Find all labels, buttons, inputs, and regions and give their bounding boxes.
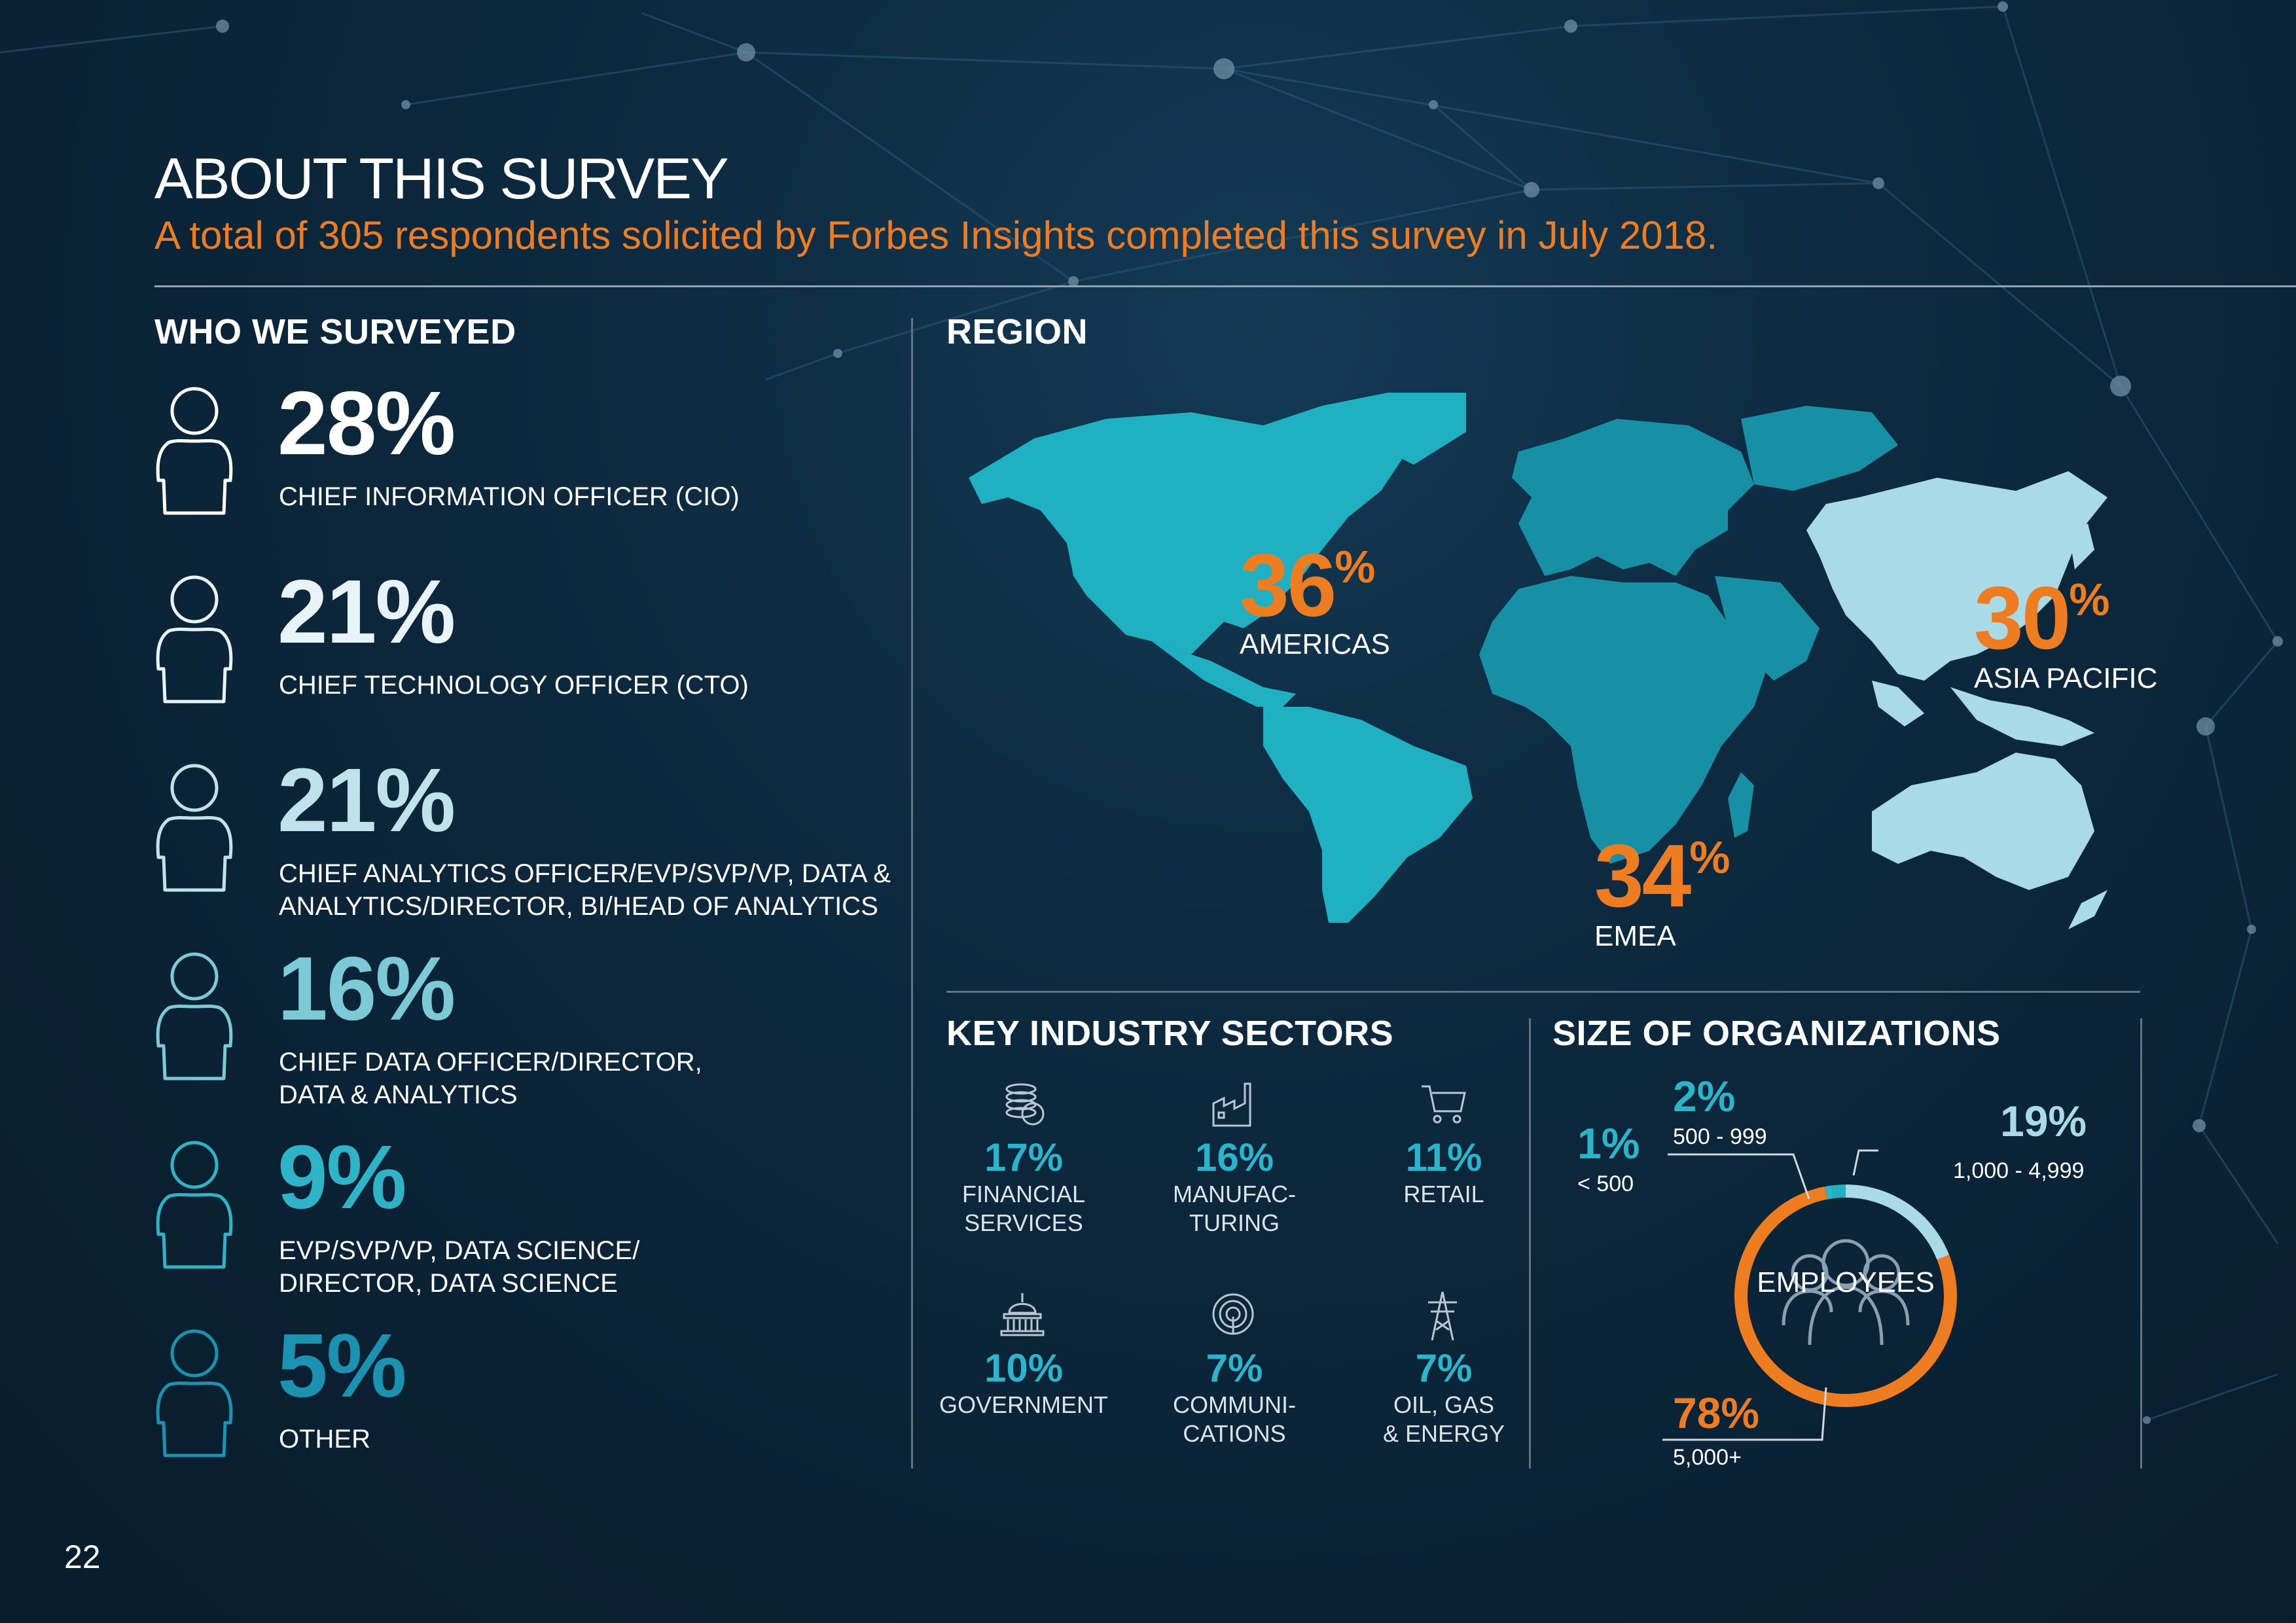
emea-stat: 34%: [1594, 831, 1731, 920]
role-label: CHIEF DATA OFFICER/DIRECTOR,: [279, 1048, 702, 1077]
industry-percentage: 16%: [1194, 1135, 1274, 1179]
who-we-surveyed-heading: WHO WE SURVEYED: [154, 312, 516, 351]
size-heading: SIZE OF ORGANIZATIONS: [1552, 1014, 2001, 1053]
industry-size-divider: [1529, 1018, 1531, 1469]
region-divider: [946, 991, 2140, 993]
role-percentage: 28%: [278, 373, 456, 474]
americas-stat: 36%: [1240, 541, 1376, 630]
industry-percentage: 7%: [1206, 1346, 1263, 1390]
industry-label: COMMUNI-: [1173, 1391, 1296, 1418]
asia-pacific-stat: 30%: [1974, 573, 2110, 662]
header-divider: [154, 285, 2296, 287]
person-outline-icon: [156, 387, 233, 515]
asia-pacific-pct: 30: [1974, 568, 2071, 668]
emea-label: EMEA: [1594, 920, 1676, 952]
role-percentage: 21%: [278, 750, 456, 851]
industry-label: CATIONS: [1183, 1420, 1286, 1447]
emea-pct: 34: [1594, 826, 1691, 925]
size-label-1000-4999: 1,000 - 4,999: [1953, 1158, 2085, 1183]
industry-item: 16% MANUFAC- TURING: [1136, 1135, 1333, 1238]
person-outline-icon: [156, 575, 233, 704]
americas-region: [969, 406, 1407, 654]
industry-percentage: 7%: [1415, 1346, 1473, 1390]
industry-item: 7% OIL, GAS & ENERGY: [1346, 1346, 1542, 1448]
employees-label: EMPLOYEES: [1757, 1266, 1935, 1298]
role-label: DIRECTOR, DATA SCIENCE: [279, 1269, 618, 1298]
industry-label: RETAIL: [1403, 1181, 1484, 1207]
americas-percent-sign: %: [1335, 541, 1376, 592]
role-label: OTHER: [279, 1425, 370, 1454]
industry-label: SERVICES: [964, 1209, 1083, 1236]
size-pct-500-999: 2%: [1673, 1072, 1736, 1120]
industry-item: 17% FINANCIAL SERVICES: [925, 1135, 1122, 1238]
industry-item: 7% COMMUNI- CATIONS: [1136, 1346, 1333, 1448]
power-pylon-icon: [1428, 1291, 1457, 1341]
capitol-building-icon: [1000, 1293, 1045, 1336]
donut-segment: [1825, 1185, 1834, 1200]
emea-percent-sign: %: [1689, 832, 1731, 883]
page-number: 22: [64, 1539, 101, 1575]
industry-heading: KEY INDUSTRY SECTORS: [946, 1014, 1394, 1053]
person-outline-icon: [156, 1141, 233, 1269]
region-heading: REGION: [946, 312, 1088, 351]
person-outline-icon: [156, 952, 233, 1080]
industry-item: 11% RETAIL: [1346, 1135, 1542, 1209]
role-percentage: 21%: [278, 562, 456, 662]
industry-label: TURING: [1189, 1209, 1280, 1236]
people-group-icon: [1782, 1239, 1910, 1346]
asia-pacific-label: ASIA PACIFIC: [1974, 662, 2158, 694]
size-label-under-500: < 500: [1577, 1171, 1634, 1196]
role-percentage: 16%: [278, 938, 456, 1039]
role-label: CHIEF ANALYTICS OFFICER/EVP/SVP/VP, DATA…: [279, 859, 891, 888]
asia-pacific-percent-sign: %: [2069, 574, 2110, 625]
americas-pct: 36: [1240, 535, 1336, 635]
size-pct-5000-plus: 78%: [1673, 1389, 1760, 1437]
industry-label: & ENERGY: [1382, 1420, 1505, 1447]
industry-percentage: 10%: [984, 1346, 1064, 1390]
coins-icon: [1005, 1083, 1045, 1126]
column-divider: [911, 318, 913, 1469]
size-pct-1000-4999: 19%: [2000, 1097, 2087, 1145]
size-callout-lines: [1662, 1149, 1878, 1441]
industry-label: MANUFAC-: [1173, 1181, 1296, 1207]
broadcast-icon: [1212, 1293, 1254, 1335]
person-outline-icon: [156, 764, 233, 892]
size-right-divider: [2140, 1018, 2142, 1469]
world-map: [969, 393, 2108, 929]
role-percentage: 5%: [278, 1315, 406, 1416]
role-label: CHIEF TECHNOLOGY OFFICER (CTO): [279, 671, 749, 700]
industry-label: FINANCIAL: [961, 1181, 1086, 1207]
industry-label: GOVERNMENT: [939, 1391, 1108, 1418]
page-subtitle: A total of 305 respondents solicited by …: [154, 213, 1717, 257]
page-title: ABOUT THIS SURVEY: [154, 146, 729, 211]
donut-segment: [1846, 1185, 1950, 1260]
role-percentage: 9%: [278, 1127, 406, 1228]
donut-segment: [1831, 1185, 1846, 1199]
americas-label: AMERICAS: [1240, 628, 1390, 660]
size-donut-chart: [1734, 1185, 1957, 1407]
role-label: CHIEF INFORMATION OFFICER (CIO): [279, 482, 740, 511]
shopping-cart-icon: [1422, 1085, 1466, 1124]
asia-pacific-region: [1806, 471, 2108, 681]
size-label-500-999: 500 - 999: [1673, 1124, 1767, 1149]
size-label-5000-plus: 5,000+: [1673, 1445, 1742, 1470]
role-label: EVP/SVP/VP, DATA SCIENCE/: [279, 1236, 640, 1265]
role-label: DATA & ANALYTICS: [279, 1080, 518, 1109]
industry-percentage: 11%: [1405, 1135, 1482, 1179]
industry-percentage: 17%: [984, 1135, 1064, 1179]
role-label: ANALYTICS/DIRECTOR, BI/HEAD OF ANALYTICS: [279, 892, 878, 921]
person-outline-icon: [156, 1329, 233, 1457]
emea-region: [1512, 419, 1754, 576]
factory-icon: [1212, 1082, 1251, 1127]
industry-label: OIL, GAS: [1393, 1391, 1495, 1418]
size-pct-under-500: 1%: [1577, 1119, 1640, 1168]
industry-item: 10% GOVERNMENT: [925, 1346, 1122, 1419]
